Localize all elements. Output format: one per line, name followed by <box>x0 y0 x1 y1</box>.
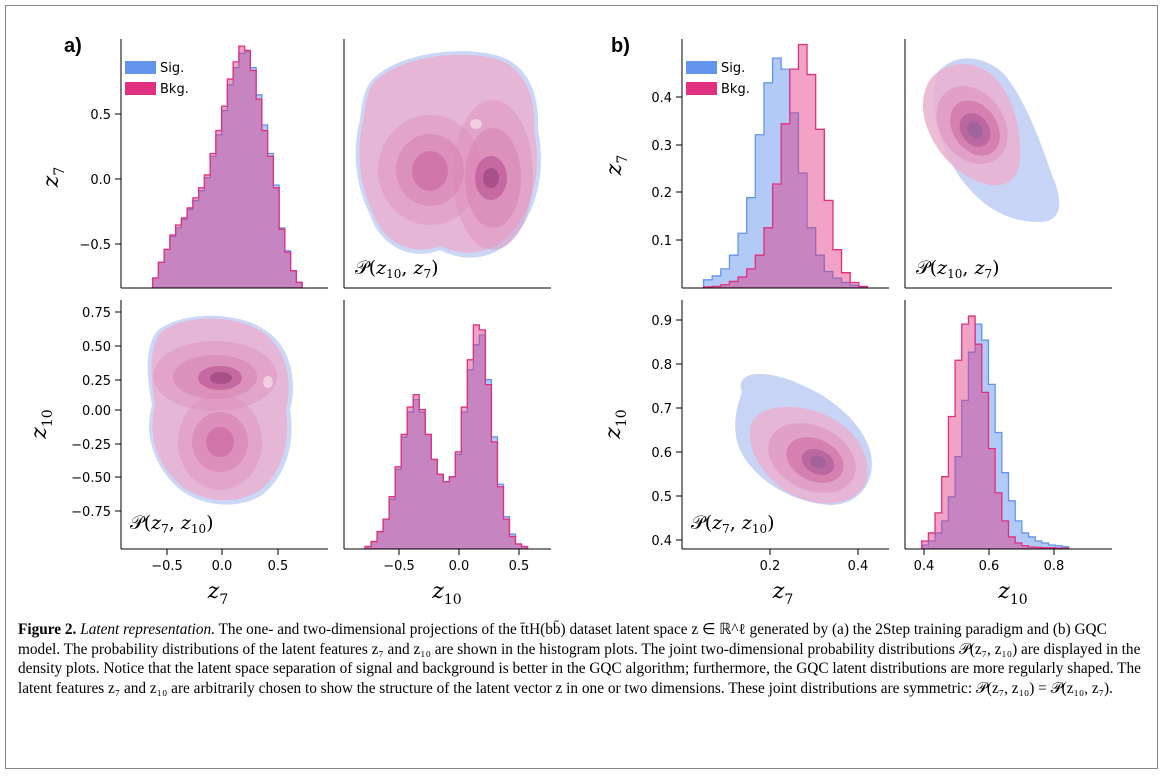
tick-label: 0.8 <box>1044 559 1065 574</box>
tick-label: 0.4 <box>848 559 869 574</box>
x-axis-label: z7 <box>772 579 794 608</box>
y-axis-label: z10 <box>601 409 630 439</box>
legend-background-label: Bkg. <box>160 82 189 97</box>
panel-b-hist-z10: 0.4 0.6 0.8 z10 <box>904 300 1112 608</box>
hist-signal-area <box>921 323 1070 549</box>
density-label: 𝒫(z10, z7) <box>355 257 439 281</box>
density-label: 𝒫(z7, z10) <box>130 512 214 536</box>
density-background-outer <box>151 318 289 501</box>
figure-frame <box>5 5 1158 769</box>
tick-label: 0.0 <box>212 559 233 574</box>
tick-label: 0.5 <box>509 559 530 574</box>
panel-b-hist-z7: Sig. Bkg. 0.4 0.3 0.2 0.1 z7 <box>602 39 889 289</box>
tick-label: 0.0 <box>90 173 111 188</box>
tick-label: 0.2 <box>651 186 672 201</box>
panel-a-hist-z10: −0.5 0.0 0.5 z10 <box>343 300 551 608</box>
legend-signal-swatch <box>686 61 717 74</box>
hist-background-area <box>921 315 1070 549</box>
figure-caption: Figure 2. Latent representation. The one… <box>18 620 1143 698</box>
caption-title: Latent representation. <box>80 621 216 638</box>
tick-label: 0.3 <box>651 139 672 154</box>
y-axis-label: z7 <box>602 155 631 177</box>
density-label: 𝒫(z10, z7) <box>916 257 1000 281</box>
y-ticks: 0.75 0.50 0.25 0.00 −0.25 −0.50 −0.75 <box>71 306 121 520</box>
caption-body: The one- and two-dimensional projections… <box>18 621 1141 697</box>
caption-label: Figure 2. <box>18 621 77 638</box>
tick-label: −0.5 <box>79 238 111 253</box>
hist-background-area <box>364 324 529 549</box>
panel-label-a: a) <box>64 35 82 57</box>
x-ticks: −0.5 0.0 0.5 <box>383 549 529 574</box>
legend-signal-label: Sig. <box>721 61 745 76</box>
tick-label: −0.75 <box>71 505 111 520</box>
tick-label: 0.4 <box>914 559 935 574</box>
panel-b-density-z7-z10: 0.9 0.8 0.7 0.6 0.5 0.4 0.2 0.4 𝒫(z7, z1… <box>601 300 889 608</box>
tick-label: 0.9 <box>651 314 672 329</box>
x-ticks: 0.2 0.4 <box>760 549 869 574</box>
tick-label: 0.6 <box>651 446 672 461</box>
tick-label: 0.25 <box>82 374 111 389</box>
tick-label: 0.75 <box>82 306 111 321</box>
y-axis-label: z7 <box>39 167 68 189</box>
legend-background-swatch <box>125 82 156 95</box>
tick-label: 0.4 <box>651 91 672 106</box>
tick-label: 0.4 <box>651 534 672 549</box>
tick-label: −0.25 <box>71 438 111 453</box>
panel-label-b: b) <box>611 35 630 57</box>
hist-background-area <box>151 45 303 288</box>
tick-label: 0.2 <box>760 559 781 574</box>
tick-label: 0.00 <box>82 404 111 419</box>
density-background-outer <box>359 54 538 253</box>
x-axis-label: z10 <box>431 579 461 608</box>
y-axis-label: z10 <box>27 409 56 439</box>
y-ticks: 0.5 0.0 −0.5 <box>79 108 121 253</box>
tick-label: −0.50 <box>71 471 111 486</box>
panel-a-density-z10-z7: 𝒫(z10, z7) <box>343 39 551 289</box>
tick-label: 0.6 <box>979 559 1000 574</box>
x-ticks: 0.4 0.6 0.8 <box>914 549 1065 574</box>
y-ticks: 0.4 0.3 0.2 0.1 <box>651 91 682 249</box>
tick-label: 0.8 <box>651 358 672 373</box>
tick-label: 0.0 <box>449 559 470 574</box>
panel-a-density-z7-z10: 0.75 0.50 0.25 0.00 −0.25 −0.50 −0.75 −0… <box>27 300 328 608</box>
x-axis-label: z10 <box>997 579 1027 608</box>
tick-label: −0.5 <box>151 559 183 574</box>
tick-label: 0.1 <box>651 234 672 249</box>
figure-chart: a) b) Sig. Bkg. 0.5 0.0 −0.5 z7 <box>27 35 1112 608</box>
tick-label: 0.50 <box>82 340 111 355</box>
hist-background-area <box>702 43 869 288</box>
density-label: 𝒫(z7, z10) <box>691 512 775 536</box>
panel-b-density-z10-z7: 𝒫(z10, z7) <box>904 39 1112 289</box>
legend-background-swatch <box>686 82 717 95</box>
legend-background-label: Bkg. <box>721 82 750 97</box>
y-ticks: 0.9 0.8 0.7 0.6 0.5 0.4 <box>651 314 682 549</box>
tick-label: −0.5 <box>383 559 415 574</box>
legend-signal-swatch <box>125 61 156 74</box>
x-ticks: −0.5 0.0 0.5 <box>151 549 288 574</box>
tick-label: 0.5 <box>651 490 672 505</box>
panel-a-hist-z7: Sig. Bkg. 0.5 0.0 −0.5 z7 <box>39 39 328 289</box>
tick-label: 0.7 <box>651 402 672 417</box>
tick-label: 0.5 <box>90 108 111 123</box>
x-axis-label: z7 <box>207 579 229 608</box>
legend-signal-label: Sig. <box>160 61 184 76</box>
tick-label: 0.5 <box>268 559 289 574</box>
